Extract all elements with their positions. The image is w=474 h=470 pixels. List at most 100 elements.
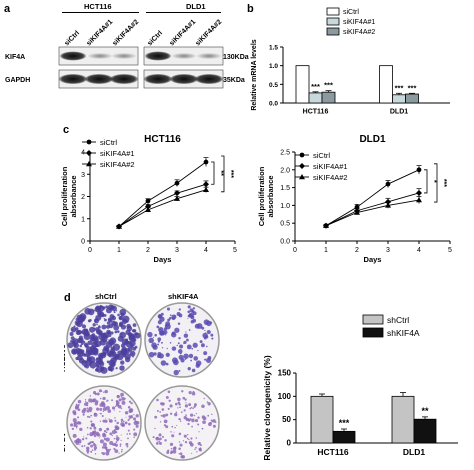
colony xyxy=(163,419,168,424)
data-point xyxy=(145,203,151,210)
colony xyxy=(89,434,92,437)
colony xyxy=(109,448,112,451)
colony xyxy=(165,352,170,357)
colony xyxy=(130,344,134,349)
colony xyxy=(195,437,198,439)
bar xyxy=(308,92,323,104)
significance-label: *** xyxy=(324,81,333,90)
significance-label: *** xyxy=(227,170,234,178)
colony xyxy=(205,357,212,363)
data-point xyxy=(174,195,180,201)
colony xyxy=(105,417,107,419)
colony xyxy=(92,323,96,327)
legend-swatch xyxy=(326,17,340,26)
colony xyxy=(158,433,162,437)
colony xyxy=(85,446,90,451)
colony xyxy=(106,400,108,402)
y-tick-label: 0.5 xyxy=(269,82,278,89)
panel-letter-a: a xyxy=(4,3,11,15)
colony xyxy=(190,406,193,409)
colony xyxy=(94,453,97,455)
chart-title: DLD1 xyxy=(359,134,386,145)
x-tick-label: HCT116 xyxy=(303,109,329,116)
colony xyxy=(183,333,189,338)
colony xyxy=(90,334,95,339)
legend-label: siKIF4A#2 xyxy=(313,173,348,182)
colony xyxy=(126,445,129,448)
colony xyxy=(77,354,83,361)
colony xyxy=(165,413,169,417)
colony xyxy=(104,419,108,423)
colony xyxy=(111,434,113,437)
colony xyxy=(124,340,128,345)
colony xyxy=(118,452,120,454)
colony xyxy=(176,424,178,426)
colony xyxy=(98,389,102,393)
bar xyxy=(321,91,336,104)
significance-bracket xyxy=(424,169,428,194)
colony xyxy=(89,442,91,445)
colony xyxy=(187,305,191,309)
colony xyxy=(102,442,107,447)
colony xyxy=(211,413,213,416)
colony xyxy=(183,409,186,412)
colony xyxy=(85,437,88,440)
x-tick-label: 1 xyxy=(324,247,328,254)
colony xyxy=(86,404,89,407)
blot-band xyxy=(85,74,113,84)
data-point xyxy=(145,206,151,213)
colony xyxy=(83,436,85,438)
blot-group-hct116: HCT116 xyxy=(84,2,112,11)
blot-band xyxy=(145,51,171,61)
colony xyxy=(179,420,182,423)
colony xyxy=(187,317,189,319)
colony xyxy=(103,437,107,441)
panel-letter-c: c xyxy=(63,124,70,136)
y-tick-label: 1.5 xyxy=(280,185,290,192)
data-point xyxy=(145,198,151,204)
colony xyxy=(94,318,97,321)
colony xyxy=(72,433,77,438)
data-point xyxy=(116,223,122,229)
x-axis-label: Days xyxy=(364,255,382,264)
colony xyxy=(181,455,185,459)
colony xyxy=(148,351,155,358)
colony xyxy=(191,418,195,423)
colony xyxy=(107,409,112,413)
data-point xyxy=(416,189,422,196)
colony xyxy=(185,414,187,417)
lane-label: siKIF4A#1 xyxy=(85,18,114,47)
colony xyxy=(120,396,122,398)
colony xyxy=(177,342,180,345)
colony xyxy=(165,321,171,327)
colony xyxy=(161,435,164,438)
colony xyxy=(121,423,126,427)
legend-swatch xyxy=(362,314,384,325)
colony xyxy=(178,452,181,455)
significance-label: *** xyxy=(311,82,320,91)
colony xyxy=(111,430,116,435)
colony xyxy=(170,451,173,455)
culture-dish xyxy=(144,385,220,461)
colony xyxy=(192,390,195,393)
colony xyxy=(127,419,130,422)
chart-title: HCT116 xyxy=(144,134,181,145)
colony xyxy=(154,427,156,430)
colony xyxy=(208,422,212,427)
colony xyxy=(183,434,187,438)
data-point xyxy=(174,190,180,197)
colony xyxy=(83,407,87,412)
colony xyxy=(67,342,74,349)
blot-size-kif4a: 130KDa xyxy=(223,54,249,61)
colony xyxy=(114,431,118,434)
colony xyxy=(100,366,105,371)
data-point xyxy=(174,180,180,186)
colony xyxy=(184,404,189,408)
colony xyxy=(178,447,181,450)
colony xyxy=(121,400,126,405)
colony xyxy=(206,401,209,403)
colony xyxy=(169,404,173,408)
lane-label: siKIF4A#2 xyxy=(194,18,223,47)
colony xyxy=(89,410,92,413)
colony xyxy=(88,416,91,418)
